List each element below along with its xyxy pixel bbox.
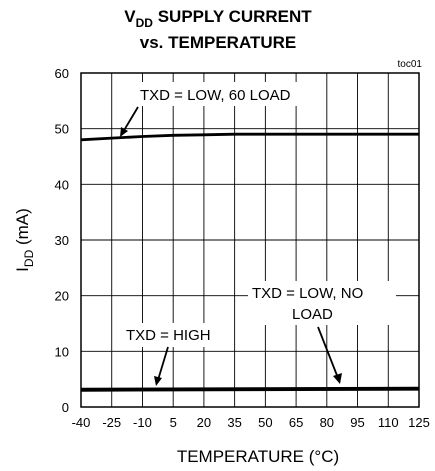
annotation-arrowhead-no-load	[333, 373, 342, 384]
x-tick-label: -40	[72, 415, 91, 430]
x-tick-label: 65	[289, 415, 303, 430]
annotation-no-load-1: TXD = LOW, NO	[252, 285, 363, 302]
series-line-txd-high	[80, 387, 420, 392]
annotation-bg-no-load	[248, 281, 396, 325]
annotation-bg-high	[118, 323, 230, 347]
y-tick-label: 50	[55, 122, 69, 137]
x-tick-label: 110	[378, 415, 399, 430]
x-tick-label: 35	[227, 415, 241, 430]
annotation-60-load: TXD = LOW, 60 LOAD	[140, 87, 291, 104]
x-tick-label: 5	[170, 415, 177, 430]
series	[80, 132, 420, 392]
y-tick-label: 30	[55, 233, 69, 248]
annotation-no-load-2: LOAD	[292, 306, 333, 323]
x-tick-label: 95	[350, 415, 364, 430]
x-tick-label: 125	[408, 415, 430, 430]
y-tick-label: 20	[55, 289, 69, 304]
y-tick-label: 0	[62, 400, 69, 415]
x-tick-label: -10	[133, 415, 152, 430]
plot-frame	[80, 72, 420, 408]
x-axis-label: TEMPERATURE (°C)	[177, 447, 339, 466]
y-tick-label: 60	[55, 66, 69, 81]
annotation-arrow-no-load	[317, 326, 339, 379]
annotation-arrow-60-load	[122, 106, 139, 133]
annotation-high: TXD = HIGH	[126, 327, 211, 344]
x-tick-label: -25	[102, 415, 121, 430]
chart-subtitle: vs. TEMPERATURE	[140, 33, 297, 52]
tick-labels: -40 -25 -10 5 20 35 50 65 80 95 110 125 0 10 20 30 40 50 6…	[55, 66, 430, 430]
annotations: TXD = LOW, 60 LOAD TXD = LOW, NO LOAD TX…	[118, 82, 396, 386]
y-tick-label: 10	[55, 344, 69, 359]
grid	[81, 73, 419, 407]
annotation-arrowhead-60-load	[120, 127, 128, 137]
annotation-arrow-high	[157, 346, 169, 381]
y-axis-label: IDD (mA)	[13, 208, 36, 272]
y-tick-label: 40	[55, 177, 69, 192]
series-line-txd-low-60-load	[80, 132, 419, 142]
x-tick-label: 20	[197, 415, 211, 430]
annotation-bg-60-load	[137, 82, 325, 106]
x-tick-label: 50	[258, 415, 272, 430]
corner-label: toc01	[398, 59, 423, 70]
x-tick-label: 80	[320, 415, 334, 430]
chart-title: VDD SUPPLY CURRENT	[124, 7, 312, 30]
annotation-arrowhead-high	[154, 376, 162, 386]
